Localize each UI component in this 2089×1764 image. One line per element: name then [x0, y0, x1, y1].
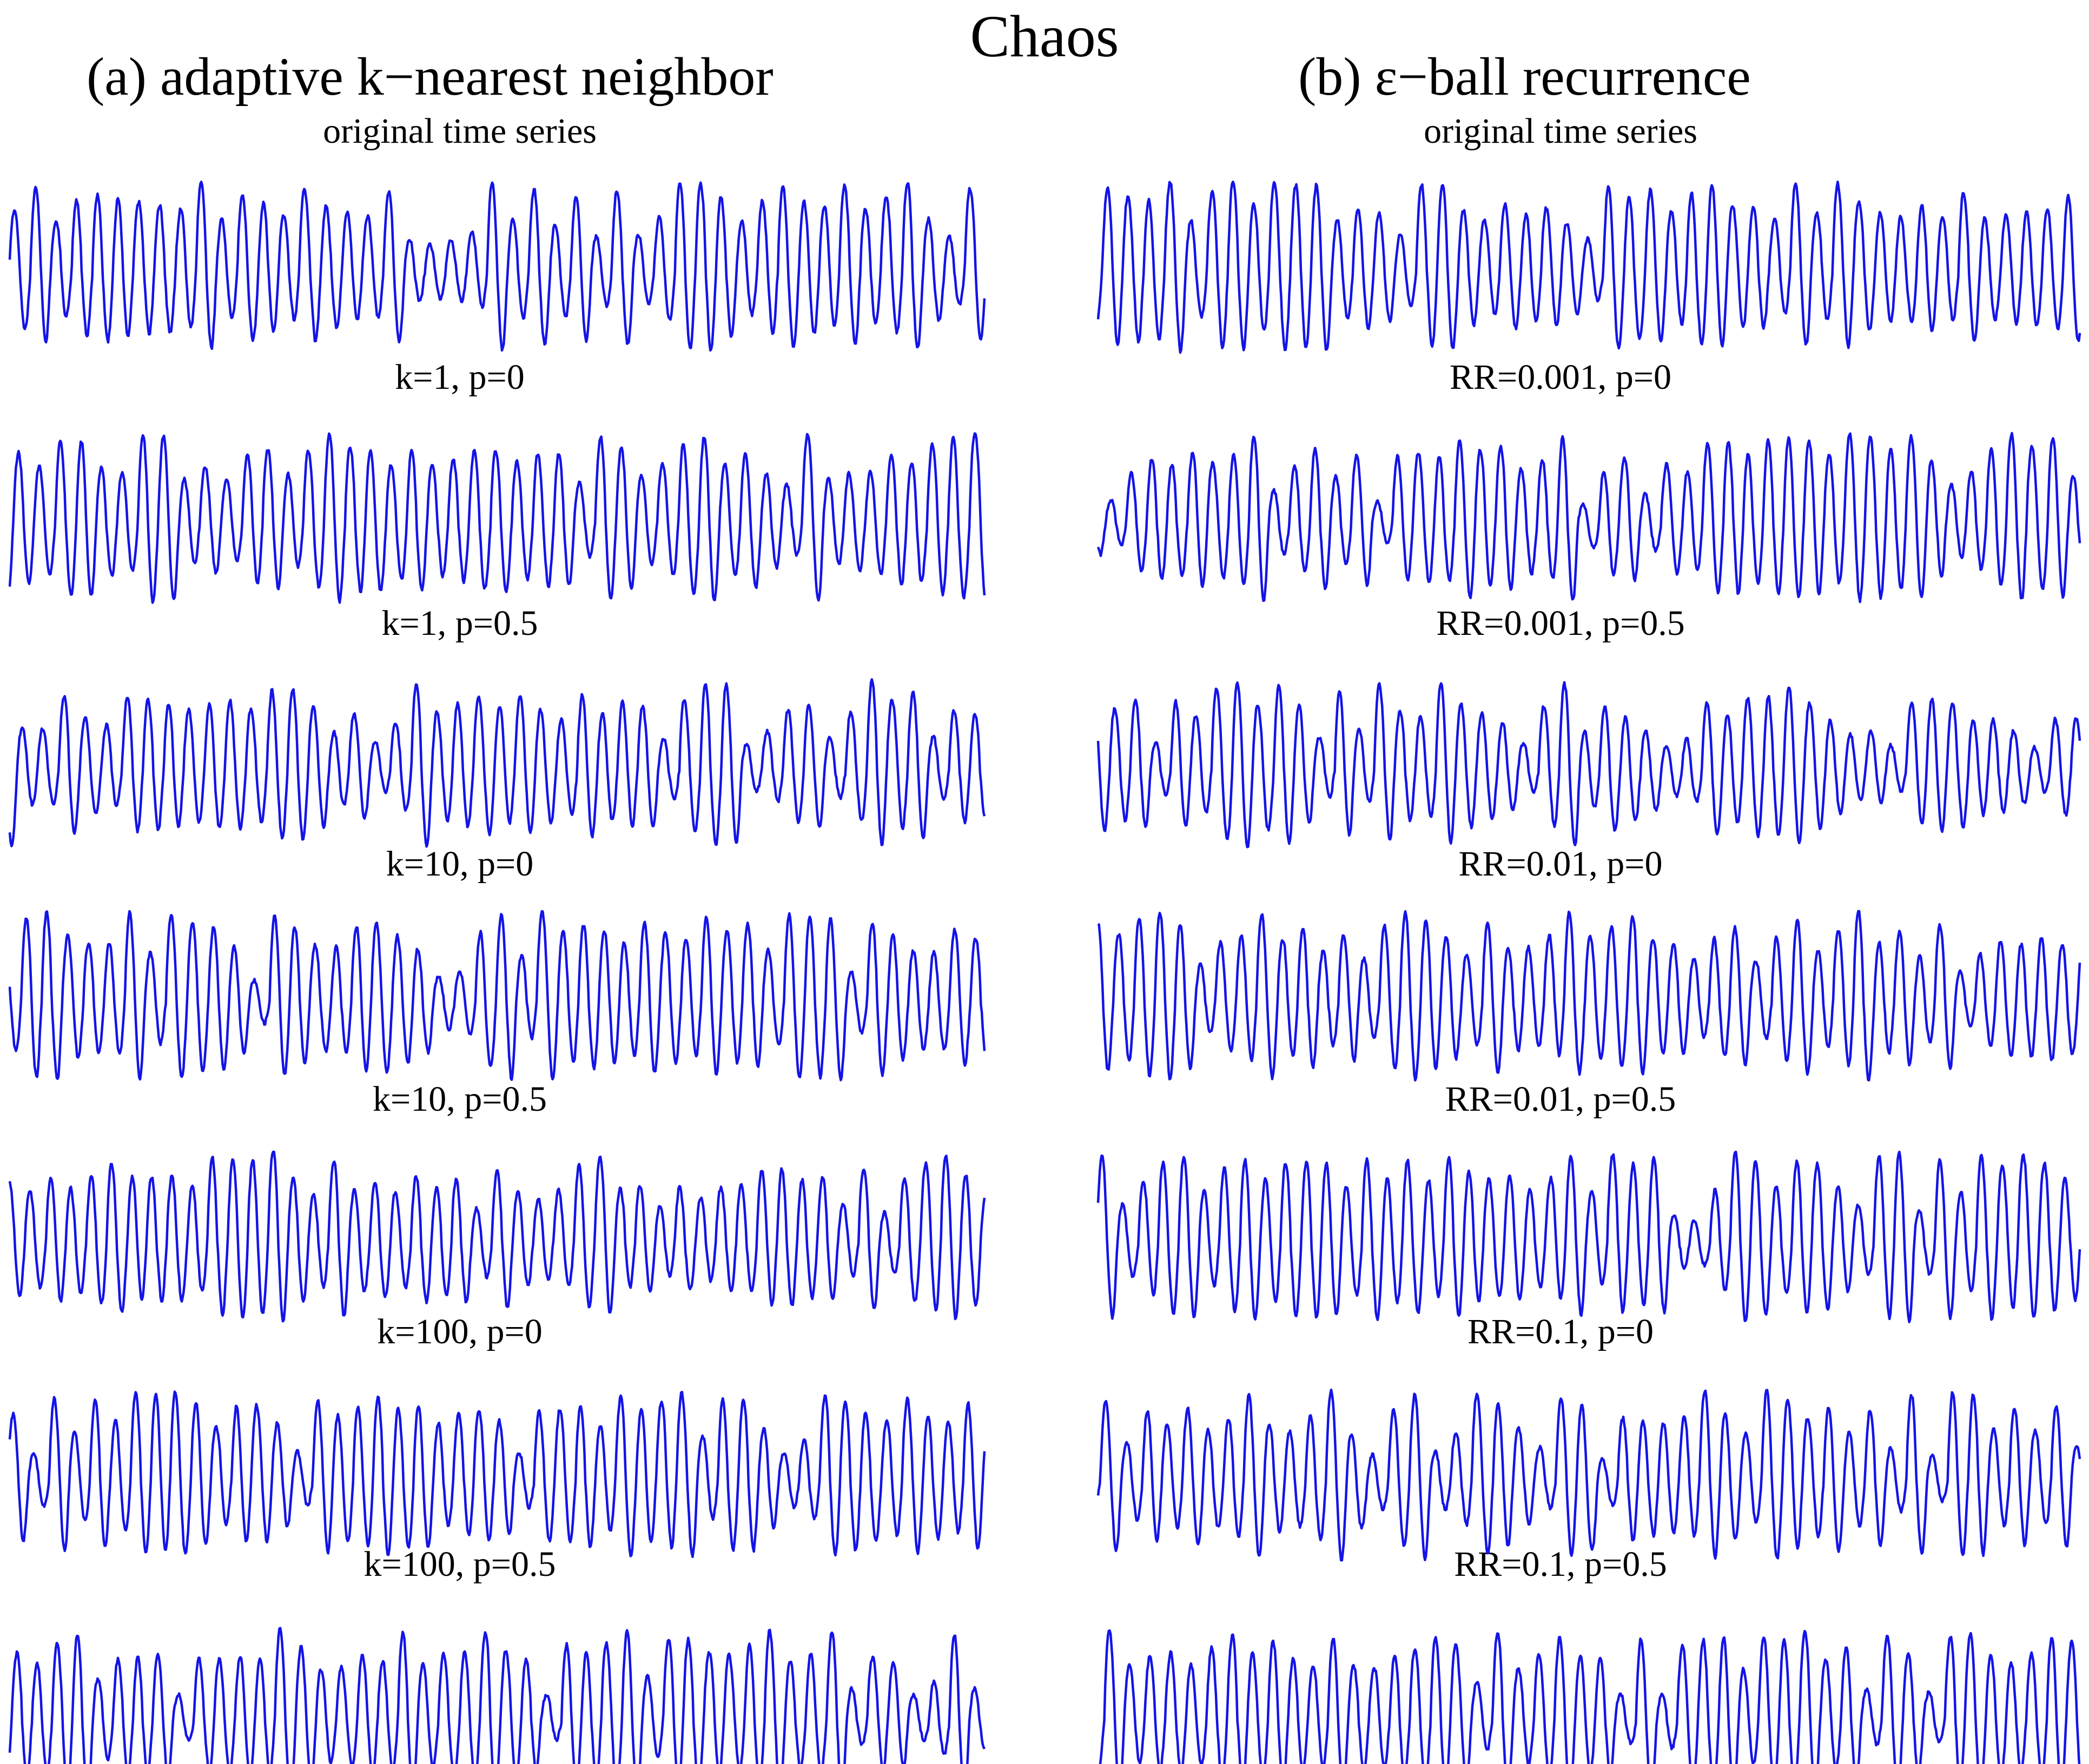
series-caption: RR=0.001, p=0: [1450, 357, 1671, 397]
series-caption: original time series: [1424, 111, 1697, 151]
series-caption: k=1, p=0.5: [381, 604, 538, 643]
series-caption: k=10, p=0: [386, 844, 534, 884]
series-caption: RR=0.01, p=0: [1458, 844, 1663, 884]
time-series-line: [1097, 910, 2081, 1082]
time-series-line: [8, 678, 986, 848]
time-series-line: [8, 181, 986, 352]
series-caption: k=100, p=0: [377, 1312, 543, 1351]
time-series-line: [8, 1390, 986, 1559]
panel-a-title: (a) adaptive k−nearest neighbor: [87, 47, 774, 107]
panel-b-title: (b) ε−ball recurrence: [1298, 47, 1751, 107]
time-series-line: [1096, 1150, 2081, 1323]
time-series-line: [1096, 1388, 2081, 1562]
series-caption: RR=0.1, p=0: [1467, 1312, 1654, 1351]
time-series-line: [1096, 681, 2081, 848]
time-series-line: [8, 432, 986, 604]
time-series-line: [1099, 1629, 2081, 1764]
time-series-line: [1096, 432, 2081, 604]
time-series-line: [8, 910, 986, 1082]
time-series-line: [8, 1627, 986, 1764]
series-caption: k=10, p=0.5: [373, 1079, 547, 1119]
series-caption: RR=0.001, p=0.5: [1436, 604, 1685, 643]
time-series-line: [1096, 180, 2081, 354]
series-caption: RR=0.01, p=0.5: [1445, 1079, 1676, 1119]
time-series-line: [8, 1150, 986, 1323]
figure-title: Chaos: [970, 3, 1119, 69]
series-caption: k=100, p=0.5: [363, 1544, 556, 1584]
series-caption: original time series: [323, 111, 597, 151]
series-caption: k=1, p=0: [395, 357, 525, 397]
